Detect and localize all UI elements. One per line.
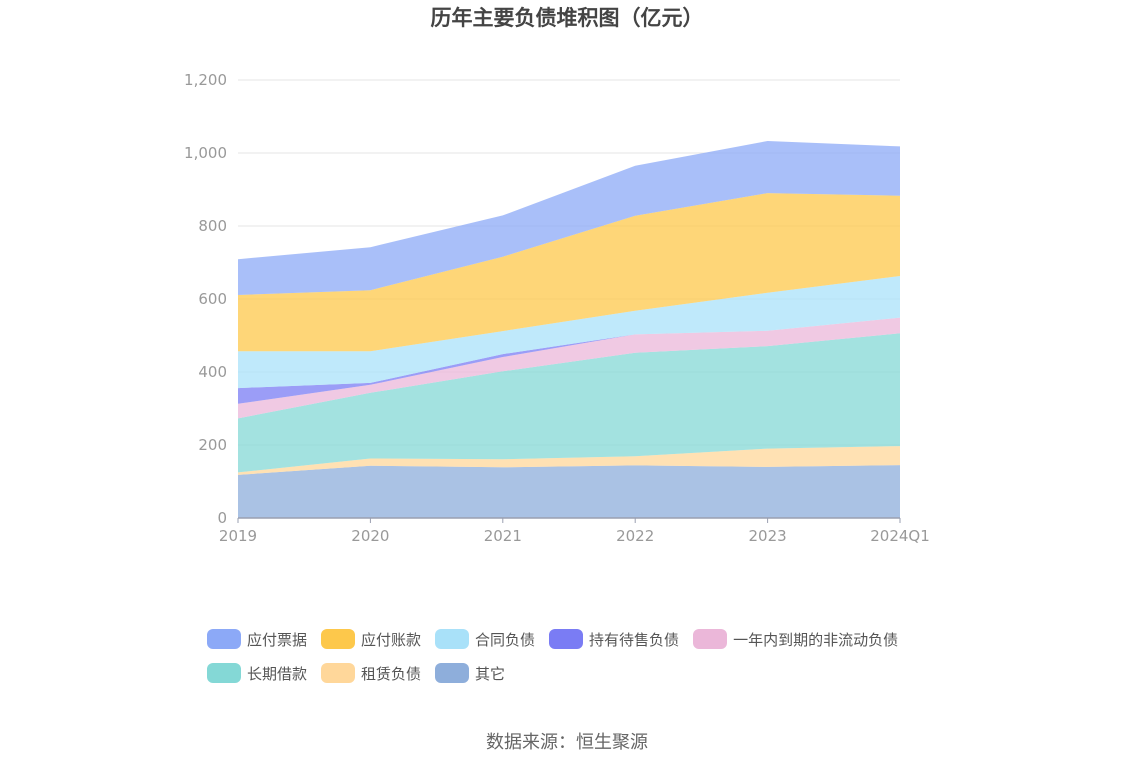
- legend-label: 租赁负债: [361, 664, 422, 683]
- legend-swatch: [207, 663, 241, 683]
- y-tick-label: 1,200: [184, 71, 227, 89]
- area-series: [238, 446, 900, 475]
- legend-swatch: [321, 629, 356, 649]
- area-series: [238, 276, 900, 389]
- x-tick-label: 2019: [219, 527, 257, 545]
- legend-label: 应付票据: [247, 630, 308, 649]
- area-series: [238, 465, 900, 518]
- legend-label: 其它: [475, 664, 506, 683]
- legend-label: 一年内到期的非流动负债: [733, 630, 899, 649]
- y-tick-label: 0: [217, 509, 227, 527]
- y-tick-label: 600: [198, 290, 227, 308]
- legend-item[interactable]: 持有待售负债: [549, 628, 679, 650]
- legend: 应付票据 应付账款 合同负债 持有待售负债 一年内到期的非流动负债长期借款 租赁负债 其它: [207, 628, 967, 684]
- legend-label: 持有待售负债: [589, 630, 680, 649]
- legend-item[interactable]: 一年内到期的非流动负债: [693, 628, 898, 650]
- legend-swatch: [693, 629, 728, 649]
- area-series: [238, 333, 900, 473]
- x-tick-label: 2022: [616, 527, 654, 545]
- y-tick-label: 1,000: [184, 144, 227, 162]
- y-tick-label: 200: [198, 436, 227, 454]
- x-tick-label: 2023: [749, 527, 787, 545]
- x-tick-label: 2024Q1: [870, 527, 930, 545]
- y-tick-label: 400: [198, 363, 227, 381]
- legend-label: 长期借款: [247, 664, 308, 683]
- legend-label: 合同负债: [475, 630, 536, 649]
- chart-title: 历年主要负债堆积图（亿元）: [430, 6, 704, 30]
- legend-swatch: [549, 629, 584, 649]
- legend-swatch: [435, 663, 470, 683]
- legend-item[interactable]: 其它: [435, 662, 505, 684]
- legend-item[interactable]: 长期借款: [207, 662, 307, 684]
- legend-item[interactable]: 合同负债: [435, 628, 535, 650]
- legend-swatch: [435, 629, 470, 649]
- legend-swatch: [207, 629, 241, 649]
- data-source: 数据来源：恒生聚源: [486, 732, 648, 753]
- x-tick-label: 2020: [351, 527, 389, 545]
- area-series: [238, 317, 900, 419]
- y-tick-label: 800: [198, 217, 227, 235]
- area-series: [238, 193, 900, 352]
- area-series: [238, 141, 900, 295]
- legend-swatch: [321, 663, 356, 683]
- x-tick-label: 2021: [484, 527, 522, 545]
- legend-label: 应付账款: [361, 630, 422, 649]
- stacked-area-chart: 0 200 400 600 800 1,000 1,200 2019 2020 2021 2022 2…: [184, 71, 930, 545]
- legend-item[interactable]: 租赁负债: [321, 662, 421, 684]
- legend-item[interactable]: 应付账款: [321, 628, 421, 650]
- legend-item[interactable]: 应付票据: [207, 628, 307, 650]
